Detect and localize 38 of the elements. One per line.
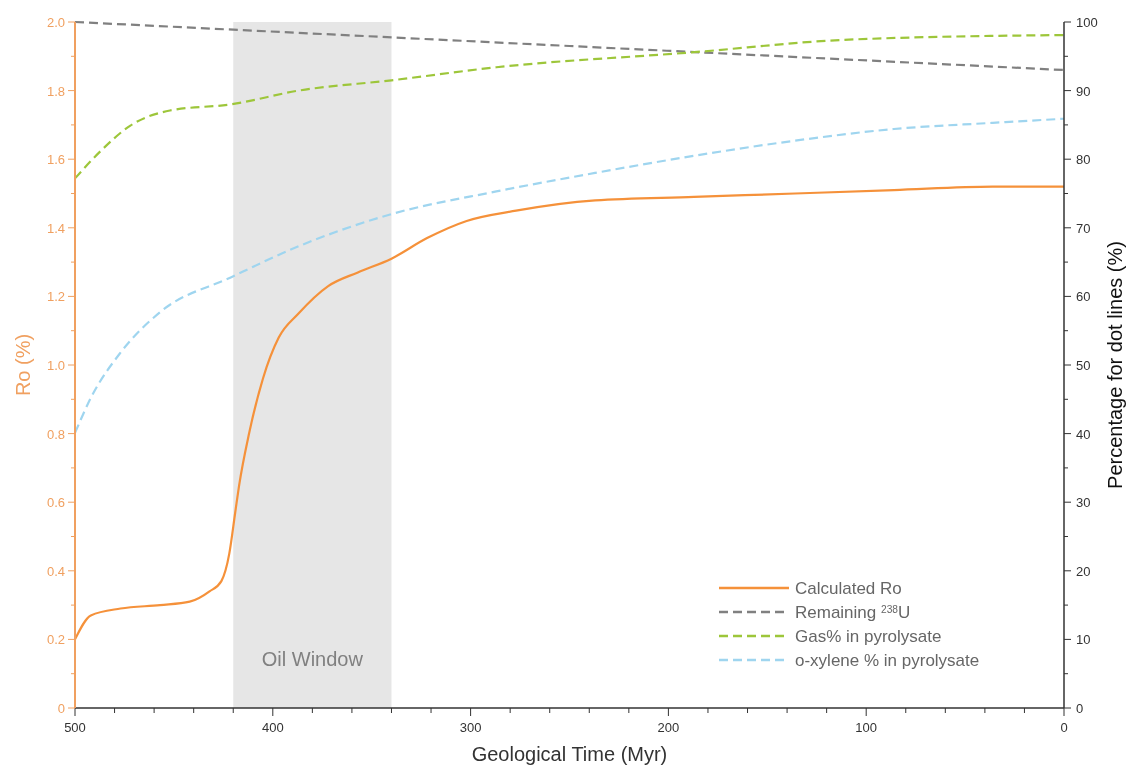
- x-tick-label: 0: [1060, 720, 1068, 735]
- y2-tick-label: 100: [1076, 15, 1098, 30]
- y-tick-label: 1.0: [46, 358, 65, 373]
- y-tick-label: 0.8: [46, 426, 65, 442]
- x-tick-label: 200: [657, 720, 680, 735]
- y-axis-title: Ro (%): [12, 333, 34, 397]
- y-tick-label: 0.4: [46, 563, 65, 579]
- y-tick-label: 1.4: [46, 220, 65, 236]
- x-axis-title: Geological Time (Myr): [471, 743, 668, 765]
- y2-tick-label: 0: [1076, 701, 1084, 716]
- y2-tick-label: 60: [1076, 289, 1091, 305]
- band-label: Oil Window: [261, 648, 364, 670]
- y2-tick-label: 20: [1076, 563, 1091, 579]
- y2-tick-label: 50: [1076, 358, 1091, 373]
- y-tick-label: 1.6: [46, 152, 65, 168]
- y-tick-label: 1.8: [46, 83, 65, 99]
- x-tick-label: 100: [855, 720, 878, 735]
- y2-tick-label: 30: [1076, 495, 1091, 511]
- x-tick-label: 400: [261, 720, 284, 735]
- legend-label: Calculated Ro: [795, 579, 902, 598]
- y-tick-label: 2.0: [46, 15, 65, 30]
- y-tick-label: 0.2: [46, 632, 65, 648]
- line-series: [73, 117, 1066, 435]
- y-tick-label: 0.6: [46, 495, 65, 511]
- x-tick-label: 300: [459, 720, 482, 735]
- y2-tick-label: 90: [1076, 83, 1091, 99]
- legend-label: o-xylene % in pyrolysate: [795, 651, 980, 670]
- x-tick-label: 500: [64, 720, 86, 735]
- y2-tick-label: 70: [1076, 220, 1091, 236]
- line-series: [73, 33, 1066, 180]
- y2-tick-label: 10: [1076, 632, 1091, 648]
- y2-axis-title: Percentage for dot lines (%): [1104, 241, 1126, 489]
- legend-label: Remaining $^{238}$U: [795, 603, 911, 622]
- y2-tick-label: 40: [1076, 426, 1091, 442]
- legend-label: Gas% in pyrolysate: [795, 627, 942, 646]
- y-tick-label: 1.2: [46, 289, 65, 305]
- y2-tick-label: 80: [1076, 152, 1091, 168]
- y-tick-label: 0: [57, 701, 65, 716]
